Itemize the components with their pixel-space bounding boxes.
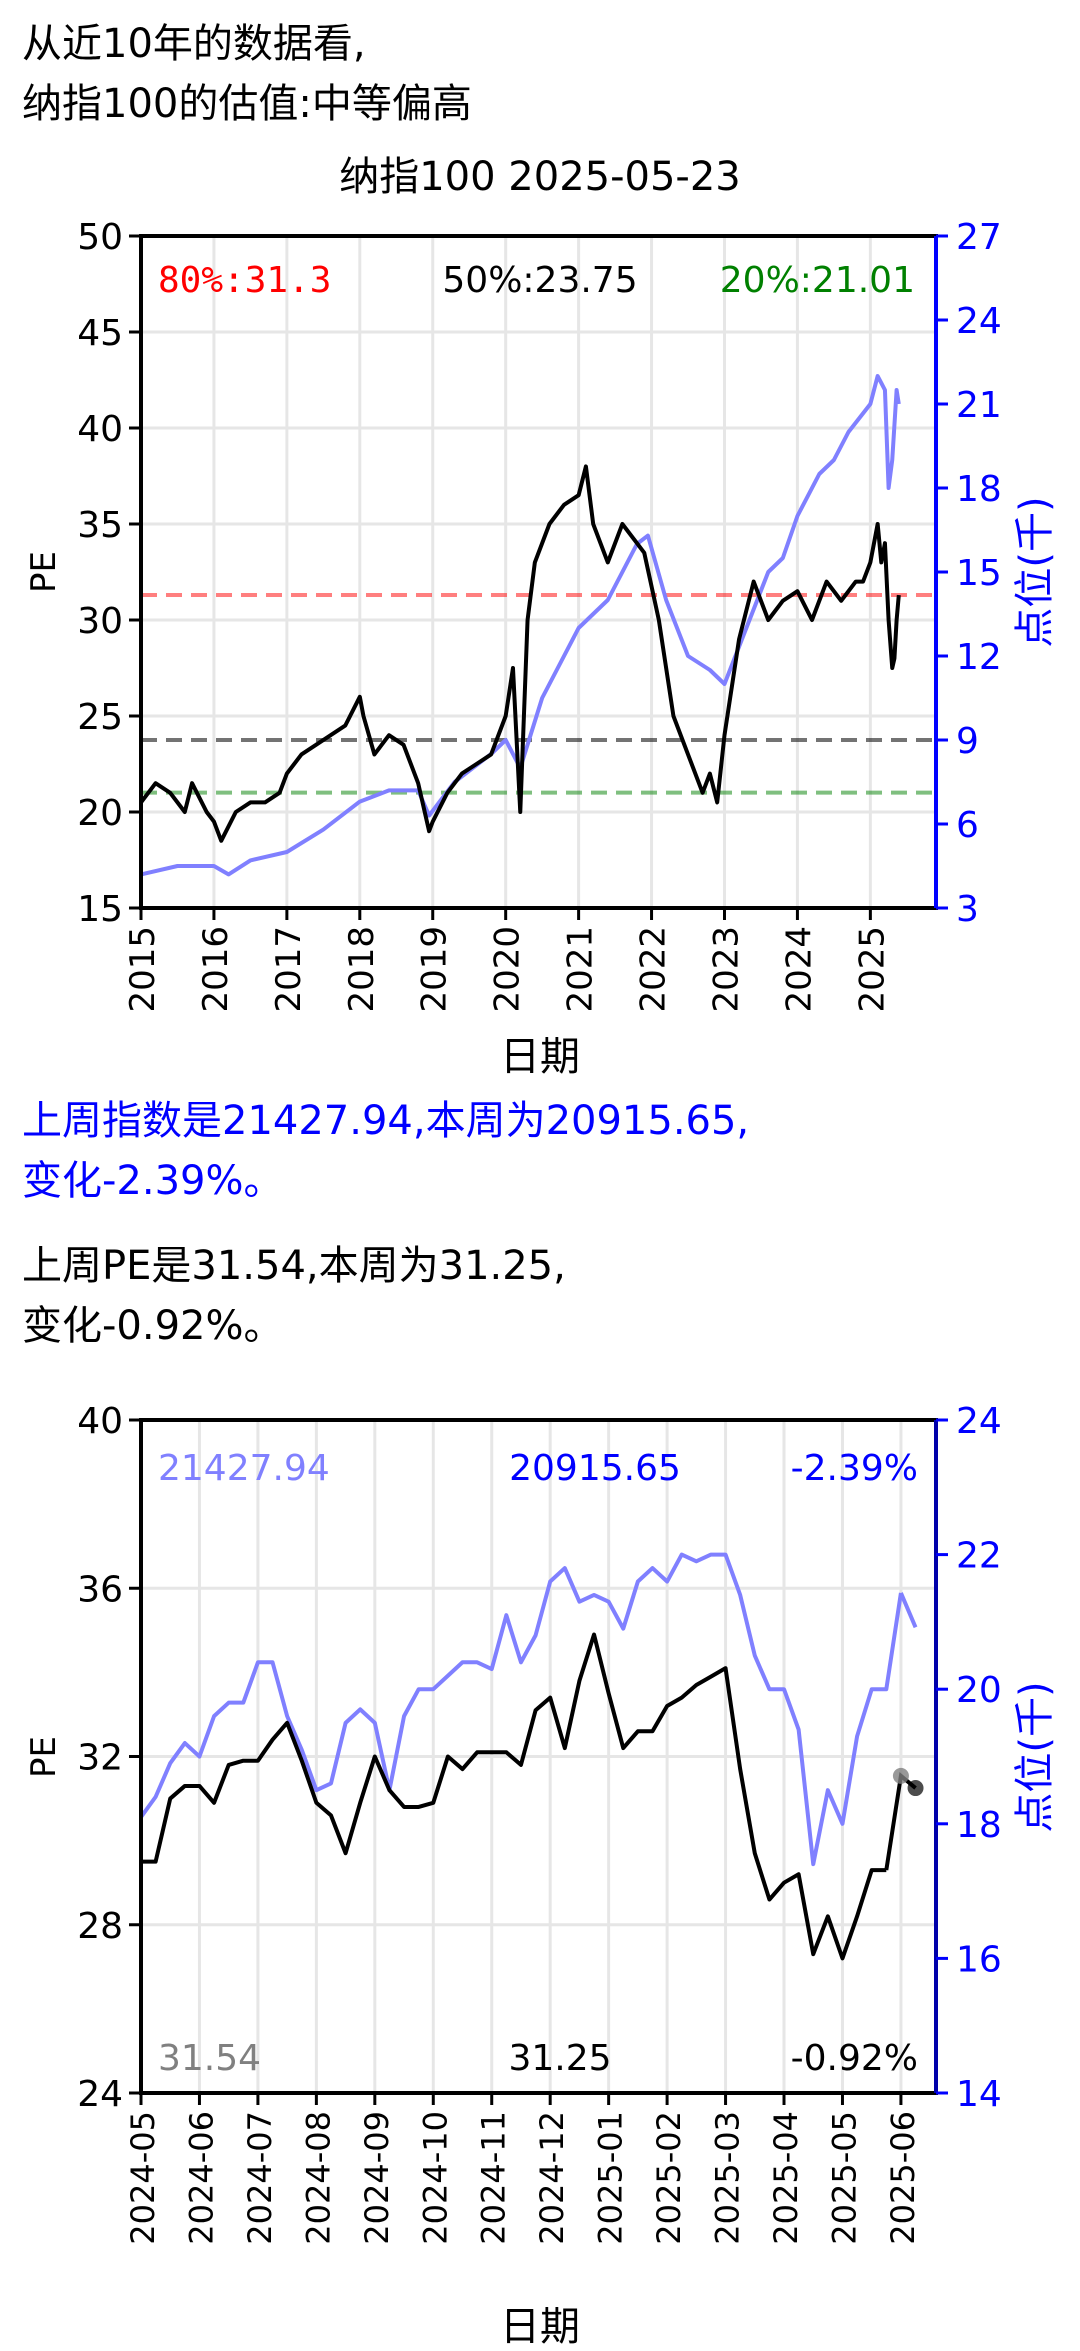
chart-1-p50-label: 50%:23.75: [442, 260, 637, 301]
y2-tick-label: 24: [956, 301, 1002, 342]
index-summary-line-1: 上周指数是21427.94,本周为20915.65,: [22, 1098, 750, 1144]
chart-1-p20-label: 20%:21.01: [720, 260, 915, 301]
y-tick-label: 36: [77, 1569, 123, 1610]
chart-1-p80-label: 80%:31.3: [158, 260, 331, 301]
y2-tick-label: 15: [956, 553, 1002, 594]
index-line: [139, 1552, 903, 1867]
y2-tick-label: 20: [956, 1670, 1002, 1711]
y-tick-label: 45: [77, 313, 123, 354]
x-tick-label: 2024-09: [358, 2111, 396, 2245]
chart-2-recent: 2024-05 2024-06 2024-07 2024-08 2024-09 2024-…: [24, 1401, 1058, 2350]
x-tick-label: 2020: [488, 926, 528, 1013]
y-tick-label: 24: [77, 2074, 123, 2115]
chart-2-pe-change-label: -0.92%: [791, 2038, 918, 2079]
y-tick-label: 35: [77, 505, 123, 546]
x-tick-label: 2025-04: [767, 2111, 805, 2245]
chart-2-ylabel: PE: [24, 1736, 64, 1778]
x-tick-label: 2025-01: [592, 2111, 630, 2245]
x-tick-label: 2016: [196, 926, 236, 1013]
chart-1-grid: [139, 234, 936, 910]
x-tick-label: 2025-06: [884, 2111, 922, 2245]
x-tick-label: 2022: [634, 926, 674, 1013]
x-tick-label: 2025: [852, 926, 892, 1013]
chart-1-y2label: 点位(千): [1012, 496, 1058, 647]
y2-tick-label: 27: [956, 217, 1002, 258]
x-tick-label: 2024-08: [299, 2111, 337, 2245]
chart-1-long-term: 纳指100 2025-05-23 2015 2016 2017 2018 2019 202…: [24, 154, 1058, 1080]
x-tick-label: 2024-10: [416, 2111, 454, 2245]
chart-2-pe-curr-label: 31.25: [508, 2038, 611, 2079]
y2-tick-label: 22: [956, 1536, 1002, 1577]
x-tick-label: 2019: [415, 926, 455, 1013]
y2-tick-label: 9: [956, 721, 979, 762]
chart-2-y2label: 点位(千): [1012, 1681, 1058, 1832]
x-tick-label: 2025-03: [709, 2111, 747, 2245]
pe-curr-marker: [907, 1780, 924, 1797]
chart-1-title: 纳指100 2025-05-23: [339, 154, 741, 200]
y-tick-label: 32: [77, 1738, 123, 1779]
y2-tick-label: 3: [956, 889, 979, 930]
x-tick-label: 2024-05: [124, 2111, 162, 2245]
chart-2-ticks: 2024-05 2024-06 2024-07 2024-08 2024-09 2024-…: [77, 1401, 1002, 2245]
chart-2-pe-prev-label: 31.54: [158, 2038, 261, 2079]
y-tick-label: 40: [77, 409, 123, 450]
chart-1-frame: [139, 234, 938, 910]
x-tick-label: 2023: [706, 926, 746, 1013]
x-tick-label: 2017: [269, 926, 309, 1013]
x-tick-label: 2025-02: [650, 2111, 688, 2245]
y-tick-label: 15: [77, 889, 123, 930]
pe-line: [141, 1632, 887, 1961]
pe-line: [139, 464, 901, 843]
y-tick-label: 40: [77, 1401, 123, 1442]
pe-summary-line-1: 上周PE是31.54,本周为31.25,: [22, 1243, 566, 1289]
chart-2-xlabel: 日期: [500, 2304, 580, 2350]
chart-1-xlabel: 日期: [500, 1034, 580, 1080]
y-tick-label: 20: [77, 793, 123, 834]
x-tick-label: 2024-11: [475, 2111, 513, 2245]
index-summary-line-2: 变化-2.39%。: [22, 1158, 284, 1204]
y-tick-label: 28: [77, 1906, 123, 1947]
y-tick-label: 50: [77, 217, 123, 258]
x-tick-label: 2024-06: [182, 2111, 220, 2245]
x-tick-label: 2025-05: [825, 2111, 863, 2245]
y2-tick-label: 18: [956, 1805, 1002, 1846]
y2-tick-label: 21: [956, 385, 1002, 426]
chart-2-index-curr-label: 20915.65: [509, 1448, 681, 1489]
chart-1-ticks: 2015 2016 2017 2018 2019 2020 2021 2022 2023 2024…: [77, 217, 1002, 1013]
y2-tick-label: 16: [956, 1939, 1002, 1980]
header-line-1: 从近10年的数据看,: [22, 21, 366, 67]
index-line-tail: [899, 1592, 918, 1629]
y2-tick-label: 24: [956, 1401, 1002, 1442]
header-line-2: 纳指100的估值:中等偏高: [22, 81, 472, 127]
x-tick-label: 2021: [561, 926, 601, 1013]
x-tick-label: 2024-07: [241, 2111, 279, 2245]
pe-summary-line-2: 变化-0.92%。: [22, 1303, 284, 1349]
y2-tick-label: 6: [956, 805, 979, 846]
chart-2-series: [139, 1552, 924, 1961]
y2-tick-label: 12: [956, 637, 1002, 678]
y2-tick-label: 14: [956, 2074, 1002, 2115]
chart-1-series: [139, 374, 901, 877]
chart-1-ylabel: PE: [24, 551, 64, 593]
y2-tick-label: 18: [956, 469, 1002, 510]
y-tick-label: 25: [77, 697, 123, 738]
chart-2-index-prev-label: 21427.94: [158, 1448, 330, 1489]
pe-prev-marker: [892, 1767, 909, 1784]
x-tick-label: 2024: [779, 926, 819, 1013]
x-tick-label: 2024-12: [533, 2111, 571, 2245]
y-tick-label: 30: [77, 601, 123, 642]
x-tick-label: 2018: [342, 926, 382, 1013]
chart-2-index-change-label: -2.39%: [791, 1448, 918, 1489]
chart-1-reference-lines: [141, 593, 936, 795]
x-tick-label: 2015: [123, 926, 163, 1013]
